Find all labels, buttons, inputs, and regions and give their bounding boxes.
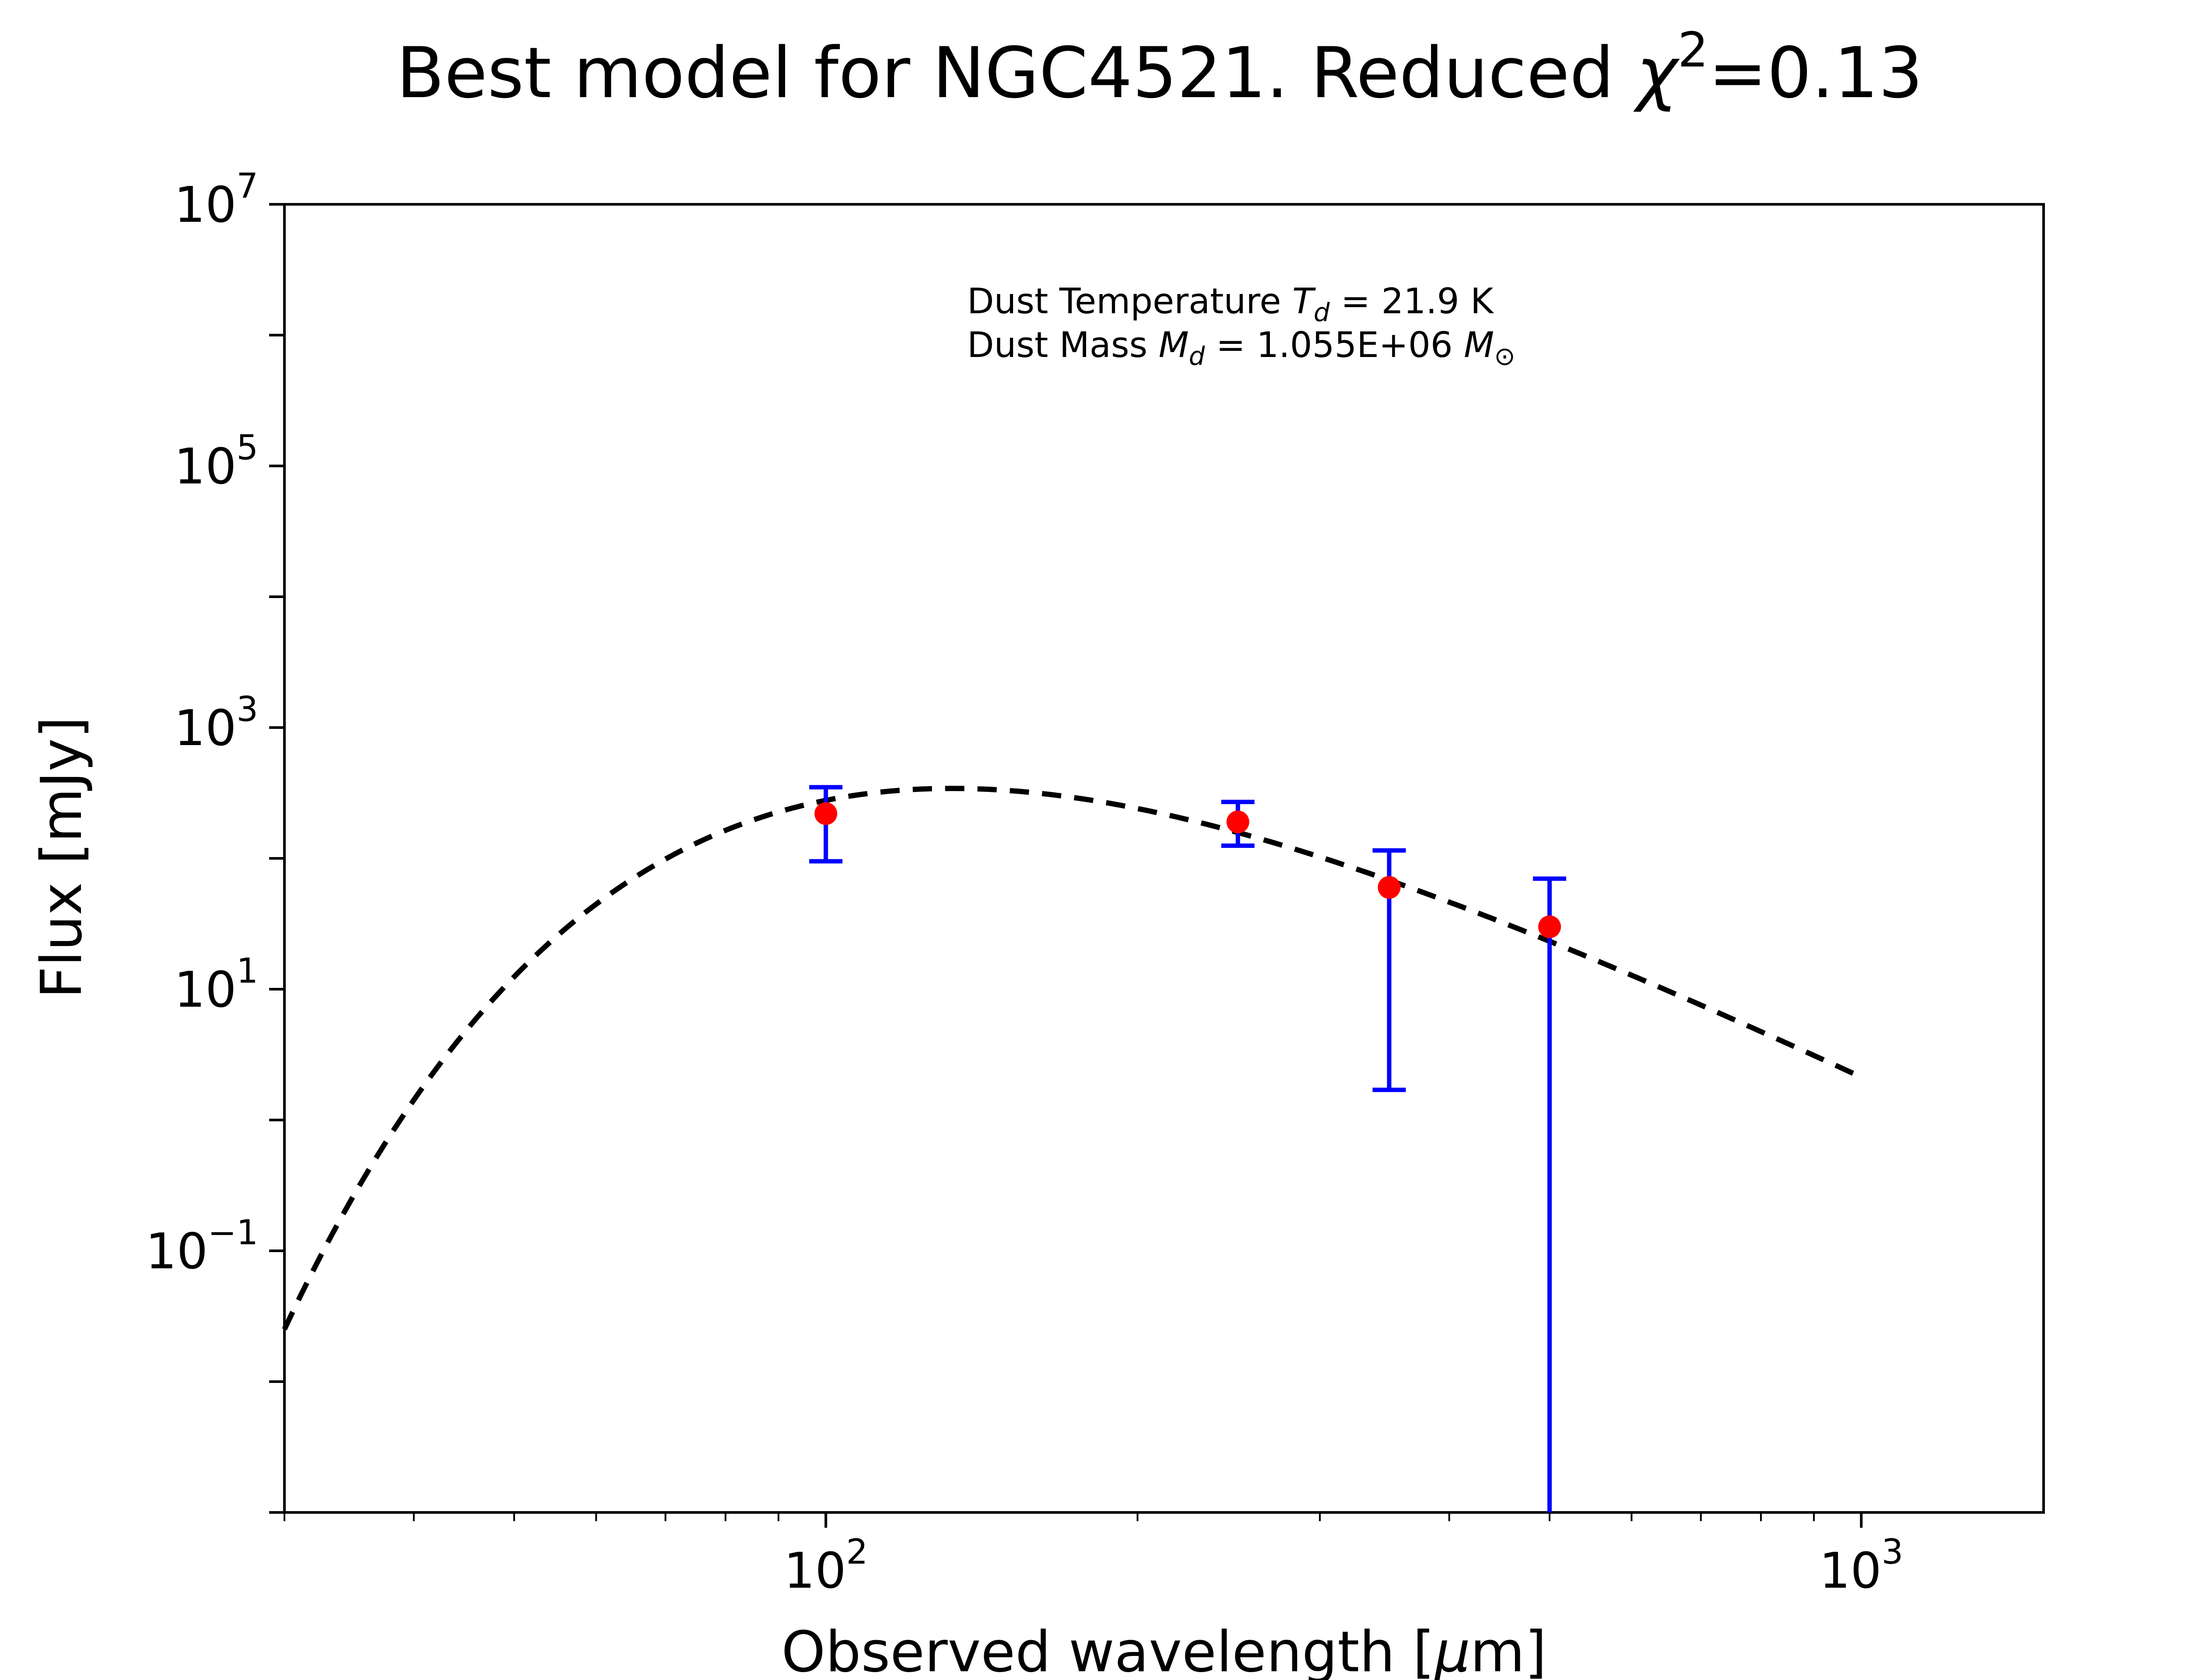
annotation-temperature: Dust Temperature Td = 21.9 K (967, 281, 1494, 327)
chart-title: Best model for NGC4521. Reduced χ2=0.13 (396, 22, 1923, 114)
data-point-1 (1226, 810, 1249, 833)
y-tick-label-2: 103 (174, 690, 258, 757)
y-ticks: 10−1 101 103 105 107 (146, 167, 284, 1514)
data-points (814, 802, 1561, 938)
data-point-0 (814, 802, 838, 825)
data-point-3 (1538, 915, 1561, 938)
x-axis-label: Observed wavelength [μm] (782, 1620, 1547, 1680)
y-tick-label-3: 105 (174, 428, 258, 495)
data-point-2 (1378, 876, 1401, 899)
plot-area (283, 203, 2045, 1514)
y-tick-label-1: 101 (174, 952, 258, 1018)
y-tick-label-0: 10−1 (146, 1213, 259, 1280)
x-tick-label-1: 103 (1819, 1533, 1903, 1600)
x-tick-label-0: 102 (784, 1533, 868, 1600)
x-ticks: 102 103 (284, 1512, 1903, 1600)
y-axis-label: Flux [mJy] (29, 717, 95, 999)
model-curve (282, 786, 1862, 1331)
y-tick-label-4: 107 (174, 167, 258, 234)
annotation-mass: Dust Mass Md = 1.055E+06 M⊙ (967, 325, 1515, 371)
